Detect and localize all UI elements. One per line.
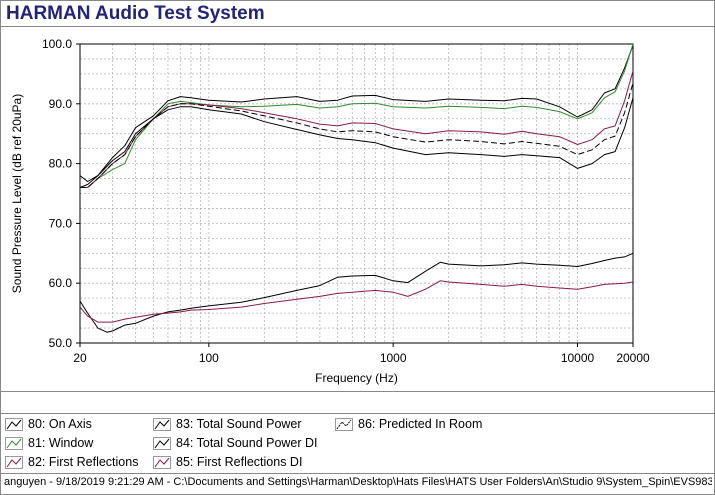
series-line-80: [79, 45, 634, 182]
legend-swatch: [153, 418, 171, 431]
legend-top-divider: [0, 413, 715, 414]
legend-swatch: [153, 456, 171, 469]
chart-divider: [0, 391, 715, 392]
legend: 80: On Axis 81: Window 82: First Reflectio…: [0, 414, 715, 472]
series-line-86: [80, 82, 634, 188]
legend-label: 82: First Reflections: [28, 455, 139, 469]
x-tick-label: 20000: [616, 351, 650, 365]
series-line-82: [80, 70, 634, 188]
y-tick-label: 50.0: [49, 336, 73, 350]
legend-label: 86: Predicted In Room: [358, 417, 483, 431]
y-tick-label: 70.0: [49, 216, 73, 230]
y-tick-label: 60.0: [49, 276, 73, 290]
y-tick-label: 100.0: [42, 37, 72, 51]
legend-label: 84: Total Sound Power DI: [176, 436, 318, 450]
title-divider: [0, 26, 715, 27]
legend-label: 81: Window: [28, 436, 94, 450]
status-footer: anguyen - 9/18/2019 9:21:29 AM - C:\Docu…: [4, 476, 712, 488]
legend-swatch: [5, 456, 23, 469]
series-line-83: [79, 97, 634, 188]
legend-swatch: [153, 437, 171, 450]
plot-area: [79, 43, 634, 344]
legend-label: 83: Total Sound Power: [176, 417, 302, 431]
app-title: HARMAN Audio Test System: [6, 3, 265, 24]
spin-chart: 50.0 60.0 70.0 80.0 90.0 100.0 20 100 1000 10000 2…: [10, 37, 650, 385]
x-tick-label: 100: [199, 351, 219, 365]
series-line-81: [80, 43, 634, 188]
y-tick-label: 80.0: [49, 157, 73, 171]
legend-swatch: [335, 418, 353, 431]
legend-label: 80: On Axis: [28, 417, 92, 431]
x-axis-label: Frequency (Hz): [315, 371, 398, 385]
y-tick-label: 90.0: [49, 97, 73, 111]
legend-swatch: [5, 437, 23, 450]
y-axis-label: Sound Pressure Level (dB ref 20uPa): [10, 94, 24, 293]
legend-bottom-divider: [0, 473, 715, 474]
x-tick-label: 10000: [561, 351, 595, 365]
x-tick-label: 1000: [380, 351, 407, 365]
series-line-85: [79, 280, 634, 323]
legend-swatch: [5, 418, 23, 431]
series-line-84: [79, 252, 634, 333]
x-tick-label: 20: [73, 351, 87, 365]
legend-label: 85: First Reflections DI: [176, 455, 303, 469]
